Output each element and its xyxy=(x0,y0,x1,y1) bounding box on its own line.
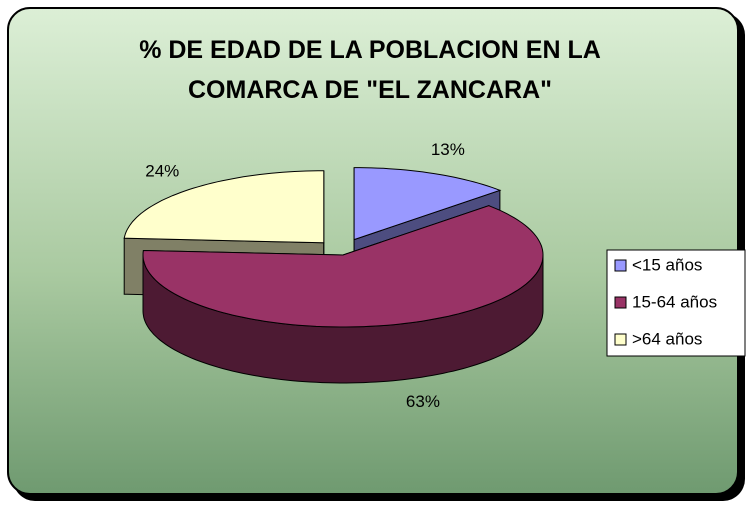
legend xyxy=(606,249,746,357)
data-label: 24% xyxy=(145,161,179,180)
legend-swatch xyxy=(614,296,627,309)
legend-label: 15-64 años xyxy=(632,292,717,311)
legend-swatch xyxy=(614,259,627,272)
slice xyxy=(123,170,325,244)
legend-label: <15 años xyxy=(632,255,702,274)
data-label: 13% xyxy=(431,140,465,159)
legend-label: >64 años xyxy=(632,329,702,348)
chart-title: % DE EDAD DE LA POBLACION EN LA COMARCA … xyxy=(139,36,601,104)
slice xyxy=(353,167,502,241)
legend-swatch xyxy=(614,333,627,346)
slice xyxy=(142,205,544,328)
pie xyxy=(123,167,544,384)
data-label: 63% xyxy=(406,392,440,411)
